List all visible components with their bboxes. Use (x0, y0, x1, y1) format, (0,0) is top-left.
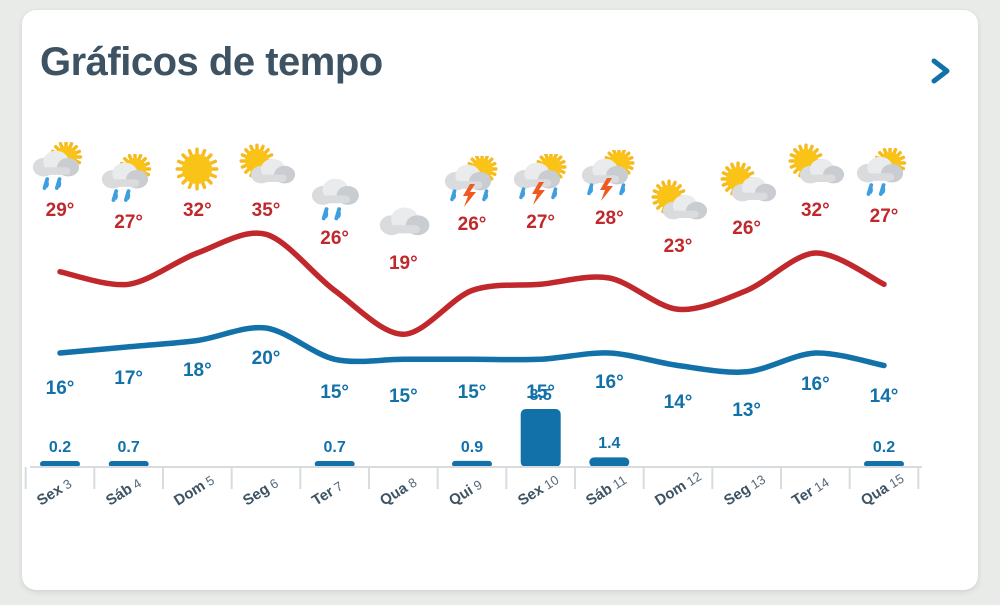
precipitation-bar (589, 457, 630, 467)
min-temp-label-day-7: 15° (457, 382, 487, 403)
min-temp-label-day-9: 16° (594, 372, 624, 393)
min-temp-label-day-4: 20° (251, 348, 281, 369)
max-temp-label-day-12: 32° (800, 200, 830, 221)
sun-cloud-icon (720, 161, 776, 202)
precipitation-bar (864, 461, 904, 467)
weather-icon-day-3 (161, 142, 233, 200)
max-temp-line (57, 230, 887, 338)
min-temp-label-day-6: 15° (388, 386, 418, 407)
sun-icon (175, 147, 219, 191)
sun-cloud-rain-icon (856, 148, 907, 196)
max-temp-label-day-2: 27° (114, 212, 144, 233)
precipitation-bar (452, 460, 492, 467)
precipitation-bar (520, 409, 561, 467)
weather-icon-day-11 (711, 160, 783, 218)
weather-icon-day-9 (573, 150, 645, 208)
precipitation-label-day-2: 0.7 (117, 439, 140, 456)
sun-cloud-storm-rain-icon (582, 150, 635, 201)
precipitation-label-day-13: 0.2 (872, 439, 896, 456)
min-temp-label-day-8: 15° (526, 382, 556, 403)
precipitation-bars (40, 409, 904, 467)
sun-cloud-icon (239, 143, 296, 184)
max-temp-label-day-11: 26° (732, 218, 762, 239)
weather-icon-day-4 (230, 142, 302, 200)
sun-cloud-storm-rain-icon (513, 154, 567, 205)
min-temp-label-day-12: 16° (800, 374, 830, 395)
cloud-icon (380, 207, 430, 236)
weather-chart-card: Gráficos de tempo 29° 27° 32° 35° 26° 19° 26° 2… (22, 10, 978, 590)
weather-icon-day-6 (367, 195, 439, 253)
max-temp-label-day-6: 19° (388, 253, 418, 274)
max-temp-label-day-7: 26° (457, 214, 487, 235)
precipitation-bar (40, 461, 80, 467)
weather-icon-day-13 (848, 148, 920, 206)
sun-cloud-icon (651, 179, 708, 220)
max-temp-label-day-5: 26° (320, 228, 350, 249)
precipitation-bar (314, 461, 355, 467)
sun-cloud-rain-icon (32, 142, 83, 190)
page-title: Gráficos de tempo (40, 40, 383, 84)
max-temp-label-day-8: 27° (526, 212, 556, 233)
max-temp-label-day-13: 27° (869, 206, 899, 227)
min-temp-label-day-3: 18° (182, 360, 212, 381)
precipitation-label-day-1: 0.2 (48, 439, 72, 456)
chevron-right-glyph (931, 58, 950, 84)
plot-svg (24, 230, 922, 489)
max-temp-label-day-4: 35° (251, 200, 281, 221)
weather-icon-day-12 (779, 142, 851, 200)
weather-icon-day-7 (436, 156, 508, 214)
max-temp-label-day-10: 23° (663, 236, 693, 257)
weather-icon-day-2 (93, 154, 165, 212)
cloud-rain-icon (311, 178, 359, 221)
min-temp-label-day-13: 14° (869, 386, 899, 407)
max-temp-label-day-9: 28° (594, 208, 624, 229)
min-temp-label-day-11: 13° (732, 400, 762, 421)
sun-cloud-icon (788, 143, 845, 184)
weather-chart: 29° 27° 32° 35° 26° 19° 26° 27° 28° 23° 26° 32° 27° … (22, 110, 978, 590)
min-temp-label-day-2: 17° (114, 368, 144, 389)
precipitation-label-day-7: 0.9 (460, 438, 484, 456)
precipitation-label-day-5: 0.7 (323, 439, 346, 456)
max-temp-label-day-1: 29° (45, 200, 75, 221)
card-header: Gráficos de tempo (22, 10, 978, 115)
min-temp-line (57, 324, 887, 375)
precipitation-label-day-9: 1.4 (598, 435, 621, 453)
min-temp-label-day-1: 16° (45, 378, 75, 399)
chevron-right-icon[interactable] (924, 54, 958, 88)
weather-icon-day-5 (299, 170, 371, 228)
min-temp-label-day-10: 14° (663, 392, 693, 413)
sun-cloud-storm-rain-icon (444, 156, 498, 207)
precipitation-label-day-8: 8.5 (529, 387, 552, 404)
weather-icon-day-10 (642, 178, 714, 236)
x-axis (24, 466, 922, 489)
weather-icon-day-8 (505, 154, 577, 212)
precipitation-bar (108, 461, 149, 467)
sun-cloud-rain-icon (101, 154, 151, 202)
max-temp-label-day-3: 32° (182, 200, 212, 221)
min-temp-label-day-5: 15° (320, 382, 350, 403)
weather-icon-day-1 (24, 142, 96, 200)
